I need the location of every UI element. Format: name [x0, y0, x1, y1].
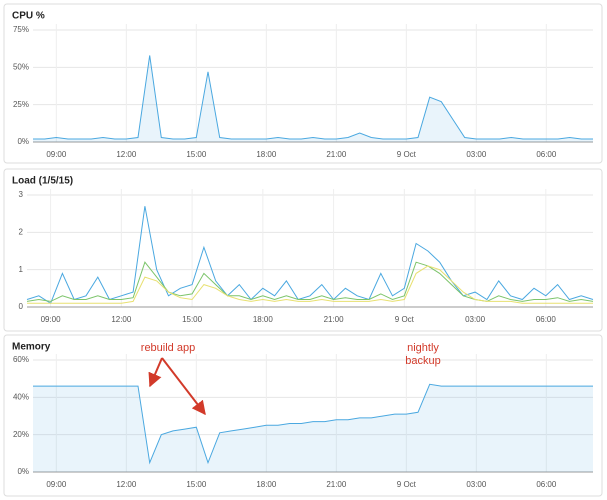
chart-title: Memory — [12, 342, 51, 353]
annotation: rebuild app — [140, 342, 196, 354]
panel — [3, 3, 603, 164]
series-line — [33, 383, 593, 465]
x-tick-label: 09:00 — [41, 315, 62, 324]
y-tick-label: 0% — [17, 467, 29, 476]
x-tick-label: 03:00 — [465, 315, 486, 324]
panel — [3, 168, 603, 332]
x-tick-label: 9 Oct — [397, 480, 417, 489]
y-tick-label: 60% — [13, 355, 29, 364]
x-tick-label: 18:00 — [256, 480, 277, 489]
series-line — [33, 55, 593, 140]
x-tick-label: 06:00 — [536, 315, 557, 324]
y-tick-label: 0 — [19, 302, 24, 311]
y-tick-label: 40% — [13, 392, 29, 401]
x-tick-label: 12:00 — [116, 480, 137, 489]
x-tick-label: 18:00 — [256, 150, 277, 159]
x-tick-label: 12:00 — [116, 150, 137, 159]
x-tick-label: 06:00 — [536, 150, 557, 159]
y-tick-label: 50% — [13, 62, 29, 71]
x-tick-label: 18:00 — [253, 315, 274, 324]
series-line — [27, 265, 593, 304]
x-tick-label: 09:00 — [46, 150, 67, 159]
y-tick-label: 0% — [17, 137, 29, 146]
series-line — [26, 206, 594, 305]
x-tick-label: 15:00 — [186, 150, 207, 159]
series-line — [26, 261, 594, 302]
area-fill — [33, 384, 593, 472]
x-tick-label: 15:00 — [186, 480, 207, 489]
y-tick-label: 75% — [13, 25, 29, 34]
x-tick-label: 06:00 — [536, 480, 557, 489]
x-tick-label: 21:00 — [326, 150, 347, 159]
x-tick-label: 9 Oct — [395, 315, 415, 324]
x-tick-label: 12:00 — [111, 315, 132, 324]
y-tick-label: 25% — [13, 100, 29, 109]
x-tick-label: 09:00 — [46, 480, 67, 489]
x-tick-label: 03:00 — [466, 150, 487, 159]
y-tick-label: 2 — [19, 227, 24, 236]
y-tick-label: 3 — [19, 190, 24, 199]
chart-title: CPU % — [12, 11, 45, 22]
chart-title: Load (1/5/15) — [12, 176, 73, 187]
x-tick-label: 21:00 — [324, 315, 345, 324]
x-tick-label: 21:00 — [326, 480, 347, 489]
x-tick-label: 03:00 — [466, 480, 487, 489]
x-tick-label: 15:00 — [182, 315, 203, 324]
y-tick-label: 1 — [19, 265, 24, 274]
y-tick-label: 20% — [13, 430, 29, 439]
annotation: nightly backup — [405, 342, 441, 367]
x-tick-label: 9 Oct — [397, 150, 417, 159]
